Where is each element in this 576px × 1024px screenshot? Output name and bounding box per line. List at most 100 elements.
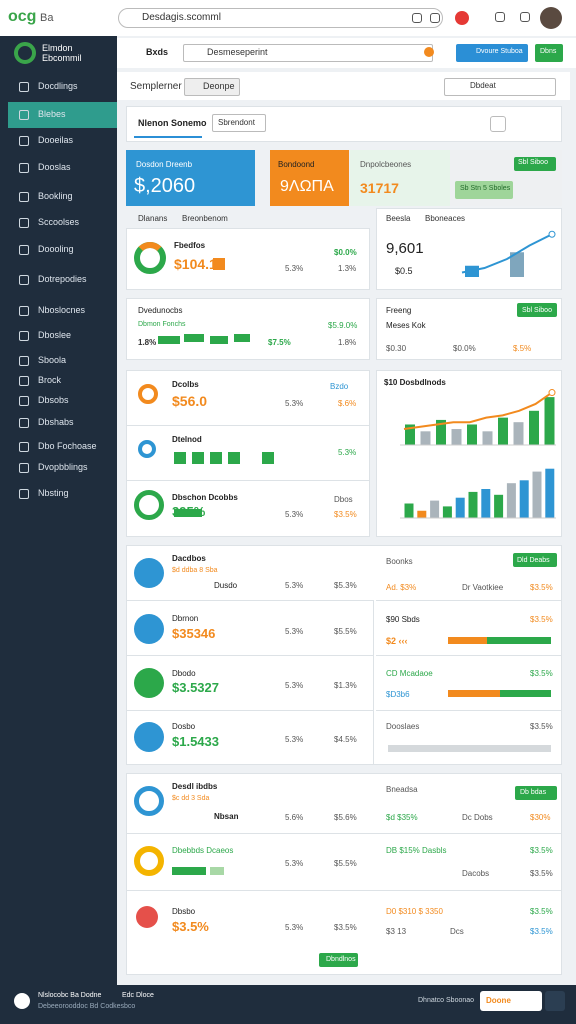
- bar: [481, 489, 491, 518]
- label: Dbos: [334, 495, 353, 504]
- icon: [520, 12, 530, 22]
- label: 31717: [360, 180, 399, 196]
- progress: [487, 637, 551, 644]
- footer-logo: [14, 993, 30, 1009]
- label: 5.3%: [285, 510, 304, 519]
- divider: [126, 425, 370, 426]
- nav-icon: [19, 245, 29, 255]
- tab-underline: [134, 136, 202, 138]
- label: 1.3%: [338, 264, 357, 273]
- label: $35346: [172, 626, 216, 641]
- label: 1.8%: [138, 338, 157, 347]
- label: Deonpe: [203, 81, 235, 91]
- button[interactable]: [319, 953, 358, 967]
- label: $104.1: [174, 256, 217, 272]
- logo-text: Ba: [40, 12, 54, 24]
- label: Freeng: [386, 306, 412, 315]
- label: $0.0%: [334, 248, 357, 257]
- nav-item[interactable]: Sboola: [38, 355, 67, 365]
- label: Dhnatco Sboonao: [418, 997, 475, 1004]
- panel: [126, 370, 370, 537]
- label: Bboneaces: [425, 214, 466, 223]
- nav-item[interactable]: Nbsting: [38, 488, 69, 498]
- label: $D3b6: [386, 690, 410, 699]
- url-bar: [118, 8, 443, 28]
- notification-icon[interactable]: [455, 11, 469, 25]
- sidebar-active[interactable]: [8, 102, 117, 128]
- round-icon: [134, 614, 164, 644]
- search-box[interactable]: [444, 78, 556, 96]
- line: [403, 391, 553, 431]
- nav-item[interactable]: Bookling: [38, 191, 73, 201]
- kpi-card: [126, 150, 255, 206]
- button[interactable]: [535, 44, 563, 62]
- label: CD Mcadaoe: [386, 669, 433, 678]
- label: Dvedunocbs: [138, 306, 183, 315]
- button[interactable]: [513, 553, 557, 567]
- nav-item[interactable]: Blebes: [38, 109, 66, 119]
- label: Dbrnon: [172, 614, 199, 623]
- label: 5.3%: [285, 264, 304, 273]
- nav-item[interactable]: Brock: [38, 375, 62, 385]
- button[interactable]: [514, 157, 556, 171]
- divider: [126, 600, 373, 601]
- button[interactable]: [456, 44, 528, 62]
- label: 5.3%: [285, 627, 304, 636]
- icon-button[interactable]: [490, 116, 506, 132]
- nav-icon: [19, 463, 29, 473]
- label: $1.3%: [334, 681, 357, 690]
- label: Dlanans: [138, 214, 168, 223]
- segment: [158, 336, 180, 344]
- label: $3.5%: [530, 669, 553, 678]
- round-icon: [134, 722, 164, 752]
- divider: [376, 600, 562, 601]
- nav-item[interactable]: Dotrepodies: [38, 274, 87, 284]
- nav-item[interactable]: Dooeilas: [38, 135, 74, 145]
- label: Dcs: [450, 927, 464, 936]
- label: Desmeseperint: [207, 47, 268, 57]
- label: Bzdo: [330, 382, 349, 391]
- label: Fbedfos: [174, 241, 206, 250]
- nav-item[interactable]: Docdlings: [38, 81, 78, 91]
- label: Dacdbos: [172, 554, 206, 563]
- bar: [482, 431, 493, 445]
- label: Dacobs: [462, 869, 490, 878]
- label: $3.5%: [530, 907, 553, 916]
- bar: [532, 471, 542, 518]
- label: $d $35%: [386, 813, 418, 822]
- button[interactable]: [515, 786, 557, 800]
- label: $56.0: [172, 393, 208, 409]
- label: $3.5%: [530, 722, 553, 731]
- button[interactable]: [517, 303, 557, 317]
- segment: [184, 334, 204, 342]
- bar: [513, 422, 524, 445]
- label: Dosbo: [172, 722, 196, 731]
- button[interactable]: [184, 78, 240, 96]
- button[interactable]: [212, 114, 266, 132]
- nav-icon: [19, 275, 29, 285]
- label: Dbndlnos: [326, 956, 356, 963]
- label: 5.3%: [285, 923, 304, 932]
- nav-item[interactable]: Dbshabs: [38, 417, 74, 427]
- label: $3.5%: [530, 927, 553, 936]
- nav-item[interactable]: Dboslee: [38, 330, 72, 340]
- button[interactable]: [480, 991, 542, 1011]
- nav-item[interactable]: Dvopbblings: [38, 462, 88, 472]
- icon: [138, 384, 158, 404]
- nav-item[interactable]: Sccoolses: [38, 217, 80, 227]
- label: $c dd 3 Sda: [172, 795, 210, 802]
- button[interactable]: [455, 181, 513, 199]
- icon-button[interactable]: [545, 991, 565, 1011]
- nav-item[interactable]: Doooling: [38, 244, 74, 254]
- square: [262, 452, 274, 464]
- line: [461, 233, 553, 274]
- nav-item[interactable]: Dbsobs: [38, 395, 69, 405]
- label: $7.5%: [268, 338, 291, 347]
- label: Ad. $3%: [386, 583, 417, 592]
- label: Bxds: [146, 47, 169, 57]
- nav-item[interactable]: Dooslas: [38, 162, 71, 172]
- nav-item[interactable]: Dbo Fochoase: [38, 441, 97, 451]
- divider: [376, 710, 562, 711]
- nav-item[interactable]: Nboslocnes: [38, 305, 86, 315]
- avatar[interactable]: [540, 7, 562, 29]
